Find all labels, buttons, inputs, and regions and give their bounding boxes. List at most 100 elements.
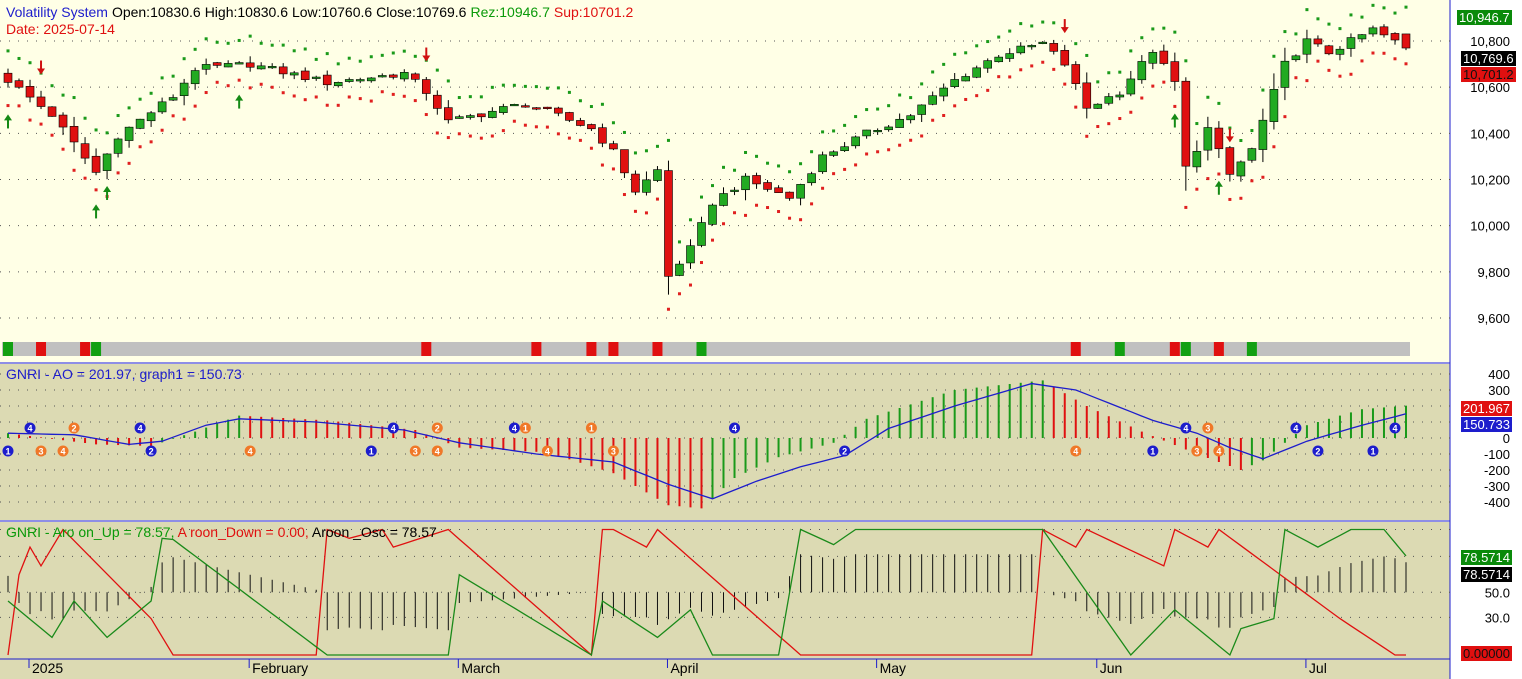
support-dot xyxy=(402,94,406,98)
resistance-dot xyxy=(28,61,32,65)
support-dot xyxy=(997,75,1001,79)
strip-green xyxy=(3,342,13,356)
support-dot xyxy=(600,163,604,167)
resistance-dot xyxy=(600,102,604,106)
wave-label-number: 3 xyxy=(413,447,418,457)
strip-red xyxy=(608,342,619,356)
up-candle xyxy=(1137,61,1147,81)
strip-green xyxy=(696,342,707,356)
support-dot xyxy=(1008,75,1012,79)
up-candle xyxy=(1115,94,1125,98)
down-candle xyxy=(388,74,398,78)
down-candle xyxy=(664,170,673,277)
down-candle xyxy=(477,113,486,118)
price-tick-label: 9,800 xyxy=(1477,265,1510,280)
strip-red xyxy=(421,342,432,356)
resistance-dot xyxy=(1327,22,1331,26)
up-candle xyxy=(1027,45,1037,48)
resistance-dot xyxy=(523,84,527,88)
support-dot xyxy=(1096,125,1100,129)
ao-tick-label: -100 xyxy=(1484,447,1510,462)
up-candle xyxy=(1016,45,1026,54)
support-dot xyxy=(182,117,186,121)
up-candle xyxy=(377,75,387,78)
resistance-dot xyxy=(733,168,737,172)
resistance-dot xyxy=(182,57,186,61)
wave-label-marker xyxy=(607,445,619,457)
resistance-dot xyxy=(61,93,65,97)
support-dot xyxy=(17,104,21,108)
wave-label-number: 3 xyxy=(611,447,616,457)
support-value: Sup:10701.2 xyxy=(553,4,634,20)
wave-label-marker xyxy=(1213,445,1225,457)
down-candle xyxy=(212,62,222,66)
support-dot xyxy=(1371,51,1375,55)
resistance-dot xyxy=(644,149,648,153)
up-candle xyxy=(499,106,508,113)
resistance-dot xyxy=(1140,36,1144,40)
support-dot xyxy=(975,94,979,98)
up-candle xyxy=(1269,89,1279,122)
resistance-dot xyxy=(1008,29,1012,33)
month-label: February xyxy=(252,660,308,676)
support-dot xyxy=(1327,68,1331,72)
support-dot xyxy=(655,197,659,201)
support-dot xyxy=(1118,117,1122,121)
resistance-dot xyxy=(1283,30,1287,34)
down-candle xyxy=(245,62,255,68)
up-candle xyxy=(950,79,959,87)
resistance-dot xyxy=(479,95,483,99)
support-dot xyxy=(1393,57,1397,61)
up-candle xyxy=(510,104,519,107)
wave-label-number: 4 xyxy=(1392,424,1397,434)
month-label: March xyxy=(461,660,500,676)
resistance-dot xyxy=(744,150,748,154)
support-dot xyxy=(567,136,571,140)
wave-label-marker xyxy=(68,422,80,434)
resistance-dot xyxy=(1404,5,1408,9)
up-candle xyxy=(895,118,904,128)
down-candle xyxy=(1225,147,1235,175)
support-dot xyxy=(1228,197,1232,201)
wave-label-marker xyxy=(1202,422,1214,434)
up-candle xyxy=(179,82,189,96)
resistance-dot xyxy=(986,40,990,44)
up-candle xyxy=(333,82,343,87)
support-dot xyxy=(512,119,516,123)
support-dot xyxy=(920,134,924,138)
up-candle xyxy=(135,118,145,129)
wave-label-marker xyxy=(1312,445,1324,457)
resistance-dot xyxy=(1360,15,1364,19)
wave-label-marker xyxy=(24,422,36,434)
resistance-dot xyxy=(1261,88,1265,92)
up-candle xyxy=(455,116,464,119)
support-dot xyxy=(1085,134,1089,138)
up-candle xyxy=(928,95,937,105)
down-candle xyxy=(47,106,57,117)
support-dot xyxy=(799,218,803,222)
support-dot xyxy=(1107,122,1111,126)
wave-label-marker xyxy=(541,445,553,457)
up-candle xyxy=(807,173,816,184)
wave-label-number: 2 xyxy=(435,424,440,434)
strip-red xyxy=(1169,342,1180,356)
support-dot xyxy=(160,128,164,132)
resistance-dot xyxy=(997,35,1001,39)
ao-legend: GNRI - AO = 201.97, graph1 = 150.73 xyxy=(6,366,242,382)
down-candle xyxy=(80,143,90,159)
wave-label-marker xyxy=(508,422,520,434)
aroon-up-legend: GNRI - Aro on_Up = 78.57, xyxy=(6,524,178,540)
support-dot xyxy=(677,292,681,296)
up-candle xyxy=(124,126,134,141)
wave-label-marker xyxy=(1070,445,1082,457)
ao-tick-label: -400 xyxy=(1484,495,1510,510)
support-dot xyxy=(468,134,472,138)
resistance-dot xyxy=(1393,11,1397,15)
support-dot xyxy=(666,307,670,311)
down-candle xyxy=(598,127,607,144)
support-dot xyxy=(1404,62,1408,66)
resistance-dot xyxy=(358,59,362,63)
support-dot xyxy=(1074,105,1078,109)
support-dot xyxy=(755,203,759,207)
price-tick-label: 10,200 xyxy=(1470,173,1510,188)
